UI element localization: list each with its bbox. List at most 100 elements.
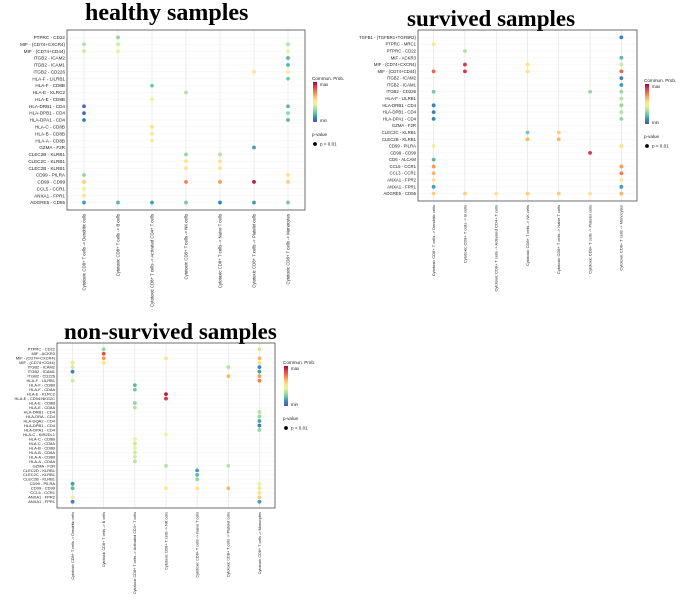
non-survived-ytick-label: HLA-DPA1 - CD4 xyxy=(24,427,56,432)
healthy-dot xyxy=(218,166,222,171)
non-survived-ytick-label: ITGB2 - CD226 xyxy=(27,374,55,379)
healthy-xtick-label: Cytotoxic CD8+ T cells -> Activated CD4+… xyxy=(150,214,155,307)
healthy-ytick-label: HLA-DRB1 - CD4 xyxy=(29,104,65,109)
survived-ytick-label: HLA-DRB1 - CD4 xyxy=(382,103,416,108)
non-survived-dot xyxy=(164,486,168,491)
healthy-ytick-label: CD99 - CD99 xyxy=(37,180,65,185)
survived-ytick-label: ITGB2 - ICAM2 xyxy=(387,76,417,81)
healthy-ytick-label: HLA-DPA1 - CD4 xyxy=(30,118,66,123)
non-survived-dot xyxy=(70,499,75,504)
survived-xtick-label: Cytotoxic CD8+ T cells -> NK cells xyxy=(525,205,530,266)
survived-dot xyxy=(619,76,624,81)
non-survived-dot xyxy=(226,365,231,370)
healthy-panel-title: healthy samples xyxy=(85,0,249,26)
non-survived-panel-frame xyxy=(56,342,276,509)
survived-ytick-label: CLEC2C - KLRB1 xyxy=(382,130,417,135)
non-survived-dot xyxy=(257,347,262,352)
healthy-dot xyxy=(218,200,222,205)
non-survived-dot xyxy=(226,486,231,491)
survived-panel: TGFB1 - (TGFBR1+TGFBR2) PTPRC - MRC1PTPRC… xyxy=(359,29,676,292)
non-survived-dot xyxy=(132,401,137,405)
non-survived-dot xyxy=(257,410,262,414)
survived-dot xyxy=(431,69,436,74)
non-survived-ytick-label: HLA-F - LILRB1 xyxy=(27,378,56,383)
survived-ytick-label: MIF - (CD74+CD44) xyxy=(377,69,416,74)
healthy-dot xyxy=(184,200,188,205)
healthy-dot xyxy=(184,152,188,157)
survived-dot xyxy=(525,69,530,74)
non-survived-ytick-label: MIF - (CD74+CD44) xyxy=(19,360,56,365)
non-survived-dot xyxy=(70,365,75,370)
survived-dot xyxy=(619,164,624,169)
healthy-ytick-label: ITGB2 - ICAM2 xyxy=(34,56,66,61)
healthy-xtick-label: Cytotoxic CD8+ T cells -> B cells xyxy=(116,214,121,276)
non-survived-ytick-label: HLA-E - CD8B xyxy=(29,400,55,405)
survived-dot xyxy=(588,150,592,155)
non-survived-dot xyxy=(257,414,262,419)
healthy-dot xyxy=(218,159,222,164)
survived-dot xyxy=(619,103,624,108)
non-survived-xtick-label: Cytotoxic CD8+ T cells -> B cells xyxy=(102,512,106,567)
non-survived-legend-pvalue-label: p < 0.01 xyxy=(291,426,308,431)
healthy-dot xyxy=(286,49,290,54)
non-survived-ytick-label: CLEC2D - KLRB1 xyxy=(23,468,56,473)
survived-dot xyxy=(431,89,436,94)
survived-dot xyxy=(431,42,436,47)
survived-ytick-label: PTPRC - CD22 xyxy=(387,48,417,53)
survived-ytick-label: CCL5 - CCR1 xyxy=(389,164,416,169)
survived-ytick-label: ITGB2 - CD226 xyxy=(386,89,416,94)
non-survived-ytick-label: HLA-A - CD8B xyxy=(29,454,55,459)
healthy-ytick-label: PTPRC - CD22 xyxy=(34,35,66,40)
survived-dot xyxy=(619,96,624,101)
non-survived-dot xyxy=(70,495,75,500)
survived-dot xyxy=(431,103,436,108)
non-survived-dot xyxy=(101,360,106,365)
non-survived-dot xyxy=(257,486,262,491)
non-survived-ytick-label: HLA-A - CD8A xyxy=(29,459,55,464)
healthy-dot xyxy=(82,200,86,205)
survived-dot xyxy=(619,178,624,182)
healthy-ytick-label: HLA-A - CD8B xyxy=(35,138,65,143)
non-survived-xtick-label: Cytotoxic CD8+ T cells -> Activated CD4+… xyxy=(133,512,137,594)
healthy-dot xyxy=(252,69,256,74)
survived-dot xyxy=(619,144,624,148)
non-survived-dot xyxy=(164,392,168,396)
healthy-legend-pvalue-label: p < 0.01 xyxy=(320,142,337,147)
non-survived-dot xyxy=(132,446,137,450)
healthy-ytick-label: HLA-F - CD8B xyxy=(35,83,65,88)
healthy-panel: PTPRC - CD22 MIF - (CD74+CXCR4) MIF - (CD7… xyxy=(20,29,344,307)
healthy-dot xyxy=(82,193,86,198)
healthy-dot xyxy=(150,124,154,129)
non-survived-ytick-label: CLEC2C - KLRB1 xyxy=(23,472,56,477)
non-survived-dot xyxy=(70,481,75,486)
non-survived-dot xyxy=(164,396,168,401)
healthy-legend-pvalue-title: p-value xyxy=(312,132,328,137)
survived-ytick-label: CLEC2B - KLRB1 xyxy=(382,137,417,142)
survived-panel-title: survived samples xyxy=(407,6,576,31)
survived-dot xyxy=(431,116,436,121)
healthy-dot xyxy=(82,104,86,109)
healthy-legend-max: max xyxy=(320,82,329,87)
healthy-dot xyxy=(286,200,290,205)
healthy-legend-min: min xyxy=(320,118,328,123)
survived-ytick-label: HLA-DPB1 - CD4 xyxy=(383,110,417,115)
healthy-xtick-label: Cytotoxic CD8+ T cells -> Naive T cells xyxy=(218,214,223,288)
non-survived-dot xyxy=(195,468,200,473)
non-survived-ytick-label: CD99 - CD99 xyxy=(31,486,56,491)
survived-dot xyxy=(431,144,436,148)
healthy-ytick-label: ITGB2 - CD226 xyxy=(33,69,65,74)
survived-dot xyxy=(431,157,436,162)
healthy-dot xyxy=(286,76,290,81)
survived-dot xyxy=(525,62,530,67)
healthy-ytick-label: CLEC2B - KLRB1 xyxy=(28,166,65,171)
survived-xtick-label: Cytotoxic CD8+ T cells -> Naive T cells xyxy=(556,205,561,274)
non-survived-ytick-label: MIF - (CD74+CXCR4) xyxy=(16,356,56,361)
survived-dot xyxy=(463,49,467,53)
non-survived-dot xyxy=(257,365,262,370)
survived-ytick-label: ANXA1 - FPR2 xyxy=(387,178,417,183)
non-survived-xtick-label: Cytotoxic CD8+ T cells -> Monocytes xyxy=(258,512,262,574)
survived-dot xyxy=(588,89,592,94)
healthy-xtick-label: Cytotoxic CD8+ T cells -> Monocytes xyxy=(286,214,291,285)
survived-dot xyxy=(431,184,436,189)
